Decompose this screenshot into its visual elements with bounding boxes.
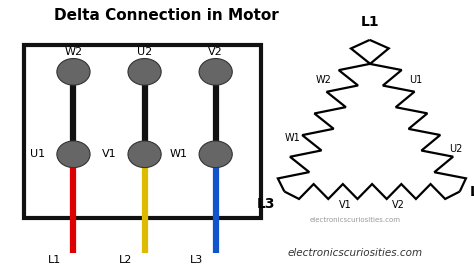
Ellipse shape [57,141,90,168]
Ellipse shape [199,59,232,85]
Text: L3: L3 [190,255,203,265]
Text: U1: U1 [409,75,422,85]
Text: V1: V1 [339,200,352,210]
Text: U1: U1 [30,149,45,159]
Ellipse shape [128,59,161,85]
Ellipse shape [128,141,161,168]
Ellipse shape [199,141,232,168]
Text: electronicscuriosities.com: electronicscuriosities.com [288,248,423,258]
Text: W1: W1 [284,134,300,143]
Bar [24,45,261,218]
Text: U2: U2 [449,144,462,154]
Text: W2: W2 [316,75,332,85]
Text: L1: L1 [48,255,61,265]
Ellipse shape [57,59,90,85]
Text: Delta Connection in Motor: Delta Connection in Motor [54,8,278,23]
Text: L2: L2 [469,185,474,198]
Text: W1: W1 [169,149,187,159]
Text: L3: L3 [256,197,275,211]
Text: V2: V2 [392,200,405,210]
Text: V2: V2 [208,47,223,57]
Text: V1: V1 [101,149,116,159]
Text: electronicscuriosities.com: electronicscuriosities.com [310,217,401,223]
Text: L1: L1 [360,15,379,29]
Text: L2: L2 [119,255,132,265]
Text: W2: W2 [64,47,82,57]
Text: U2: U2 [137,47,152,57]
